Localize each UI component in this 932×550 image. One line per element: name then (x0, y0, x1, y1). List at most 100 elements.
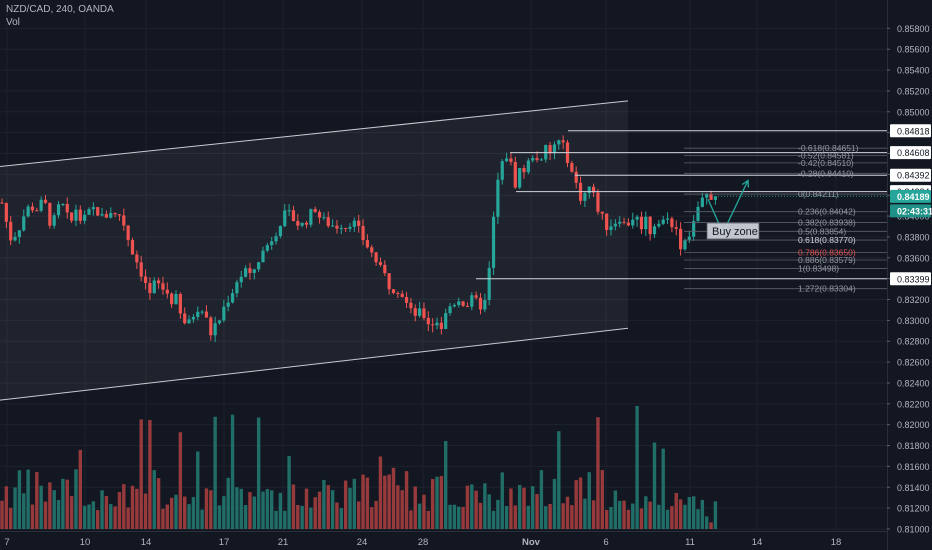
volume-bar (48, 482, 52, 529)
candle-body (705, 194, 709, 198)
candle-body (104, 214, 108, 218)
volume-bar (465, 485, 470, 529)
volume-bar (626, 509, 631, 529)
fib-level-label: 1.272(0.83304) (798, 284, 856, 294)
candle-body (557, 140, 561, 145)
candle-body (352, 220, 356, 227)
volume-bar (248, 492, 252, 529)
candle-body (439, 322, 443, 329)
volume-bar (135, 488, 139, 529)
volume-bar (500, 472, 504, 529)
level-price-tag (890, 272, 931, 286)
candle-body (56, 204, 61, 216)
candle-body (422, 308, 426, 318)
candle-body (539, 159, 543, 161)
candle-body (152, 280, 156, 294)
candle-body (548, 145, 552, 154)
candle-body (187, 319, 191, 324)
candle-body (683, 240, 687, 250)
candle-body (17, 230, 21, 237)
candle-body (117, 214, 122, 216)
buy-zone-label: Buy zone (712, 226, 758, 238)
price-axis-tick-label: 0.81200 (897, 504, 930, 514)
candle-body (148, 283, 152, 294)
candle-body (631, 219, 635, 226)
channel-lower-line[interactable] (0, 327, 629, 401)
candle-body (313, 209, 317, 212)
volume-bar (700, 499, 705, 529)
volume-bar (365, 477, 370, 529)
volume-bar (243, 505, 248, 529)
price-axis-tick-label: 0.85600 (897, 45, 930, 55)
volume-bar (583, 498, 587, 529)
volume-bar (422, 494, 426, 529)
volume-bar (196, 451, 200, 529)
volume-bar (230, 414, 235, 529)
buy-zone-box[interactable] (706, 222, 760, 240)
candle-body (30, 206, 35, 211)
volume-bar (526, 505, 531, 529)
candle-body (400, 293, 404, 297)
volume-bar (209, 490, 213, 529)
candle-body (222, 306, 226, 321)
volume-bar (609, 506, 613, 529)
time-axis-tick-label: 14 (141, 537, 152, 548)
volume-bar (613, 490, 618, 529)
candle-body (35, 210, 39, 212)
candle-body (261, 250, 265, 263)
volume-bar (274, 510, 278, 529)
channel-upper-line[interactable] (0, 100, 629, 168)
volume-bar (474, 490, 478, 529)
candle-body (644, 216, 648, 230)
volume-bar (387, 474, 391, 529)
volume-bar (291, 484, 296, 529)
candle-body (200, 311, 204, 313)
volume-bar (74, 469, 78, 529)
candle-body (109, 213, 113, 218)
volume-bar (709, 522, 713, 529)
volume-bar (513, 505, 517, 529)
time-axis-tick-label: 10 (80, 537, 91, 548)
volume-bar (178, 432, 183, 529)
volume-bar (644, 496, 648, 529)
volume-bar (69, 495, 74, 529)
volume-bar (504, 505, 509, 529)
volume-bar (448, 504, 452, 529)
volume-bar (252, 496, 256, 529)
volume-bar (161, 508, 165, 529)
volume-bar (600, 470, 604, 529)
fib-level-label: 0.5(0.83854) (798, 226, 846, 236)
candle-body (674, 227, 678, 229)
volume-bar (396, 485, 400, 529)
volume-bar (352, 478, 357, 529)
volume-bar (400, 490, 404, 529)
volume-bar (113, 506, 117, 529)
volume-bar (409, 510, 413, 529)
volume-bar (591, 500, 596, 529)
volume-bar (461, 507, 465, 529)
candle-body (491, 216, 496, 268)
volume-bar (256, 417, 261, 529)
candle-body (487, 267, 491, 301)
volume-bar (517, 484, 522, 529)
volume-bar (183, 496, 187, 529)
volume-bar (174, 494, 178, 529)
candle-body (244, 268, 248, 277)
candle-body (300, 222, 304, 226)
volume-bar (317, 491, 322, 529)
price-axis-tick-label: 0.85200 (897, 86, 930, 96)
candle-body (457, 301, 461, 305)
volume-bar (639, 508, 644, 529)
candle-body (444, 313, 448, 329)
volume-bar (22, 493, 26, 529)
candle-body (626, 222, 630, 226)
symbol-title: NZD/CAD, 240, OANDA (6, 4, 114, 15)
candle-body (470, 295, 474, 307)
volume-bar (361, 474, 365, 529)
volume-bar (204, 488, 209, 529)
volume-bar (187, 504, 191, 529)
candle-body (339, 227, 343, 229)
candle-body (283, 210, 287, 227)
